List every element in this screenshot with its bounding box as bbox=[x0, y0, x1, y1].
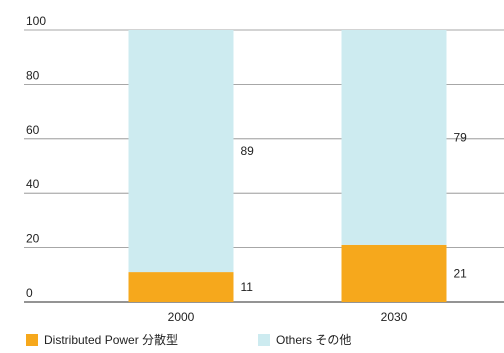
bar-segment-2000-distributed-power bbox=[128, 272, 234, 302]
y-tick-label: 0 bbox=[26, 286, 33, 300]
x-tick-label-2000: 2000 bbox=[168, 310, 195, 324]
y-tick-label: 20 bbox=[26, 232, 40, 246]
legend-item-distributed-power: Distributed Power 分散型 bbox=[26, 331, 178, 348]
y-tick-label: 100 bbox=[26, 14, 46, 28]
data-label-2000-others: 89 bbox=[241, 144, 255, 158]
legend: Distributed Power 分散型 Others その他 bbox=[0, 331, 504, 349]
y-tick-label: 40 bbox=[26, 177, 40, 191]
legend-label-distributed-power: Distributed Power 分散型 bbox=[44, 333, 179, 347]
legend-item-others: Others その他 bbox=[258, 331, 351, 348]
x-tick-label-2030: 2030 bbox=[381, 310, 408, 324]
bar-segment-2030-others bbox=[341, 30, 447, 245]
y-tick-label: 80 bbox=[26, 68, 40, 82]
legend-swatch-distributed-power bbox=[26, 333, 38, 346]
y-axis-ticks: 0 20 40 60 80 100 bbox=[26, 14, 46, 300]
x-axis-ticks: 2000 2030 bbox=[168, 310, 408, 324]
data-label-2030-others: 79 bbox=[454, 130, 468, 144]
data-label-2000-distributed-power: 11 bbox=[241, 280, 254, 294]
bars: 11 89 21 79 bbox=[128, 30, 468, 302]
bar-segment-2000-others bbox=[128, 30, 234, 273]
legend-swatch-others bbox=[258, 333, 270, 346]
data-label-2030-distributed-power: 21 bbox=[454, 266, 468, 280]
bar-segment-2030-distributed-power bbox=[341, 244, 447, 302]
y-tick-label: 60 bbox=[26, 123, 40, 137]
legend-label-others: Others その他 bbox=[276, 333, 352, 347]
